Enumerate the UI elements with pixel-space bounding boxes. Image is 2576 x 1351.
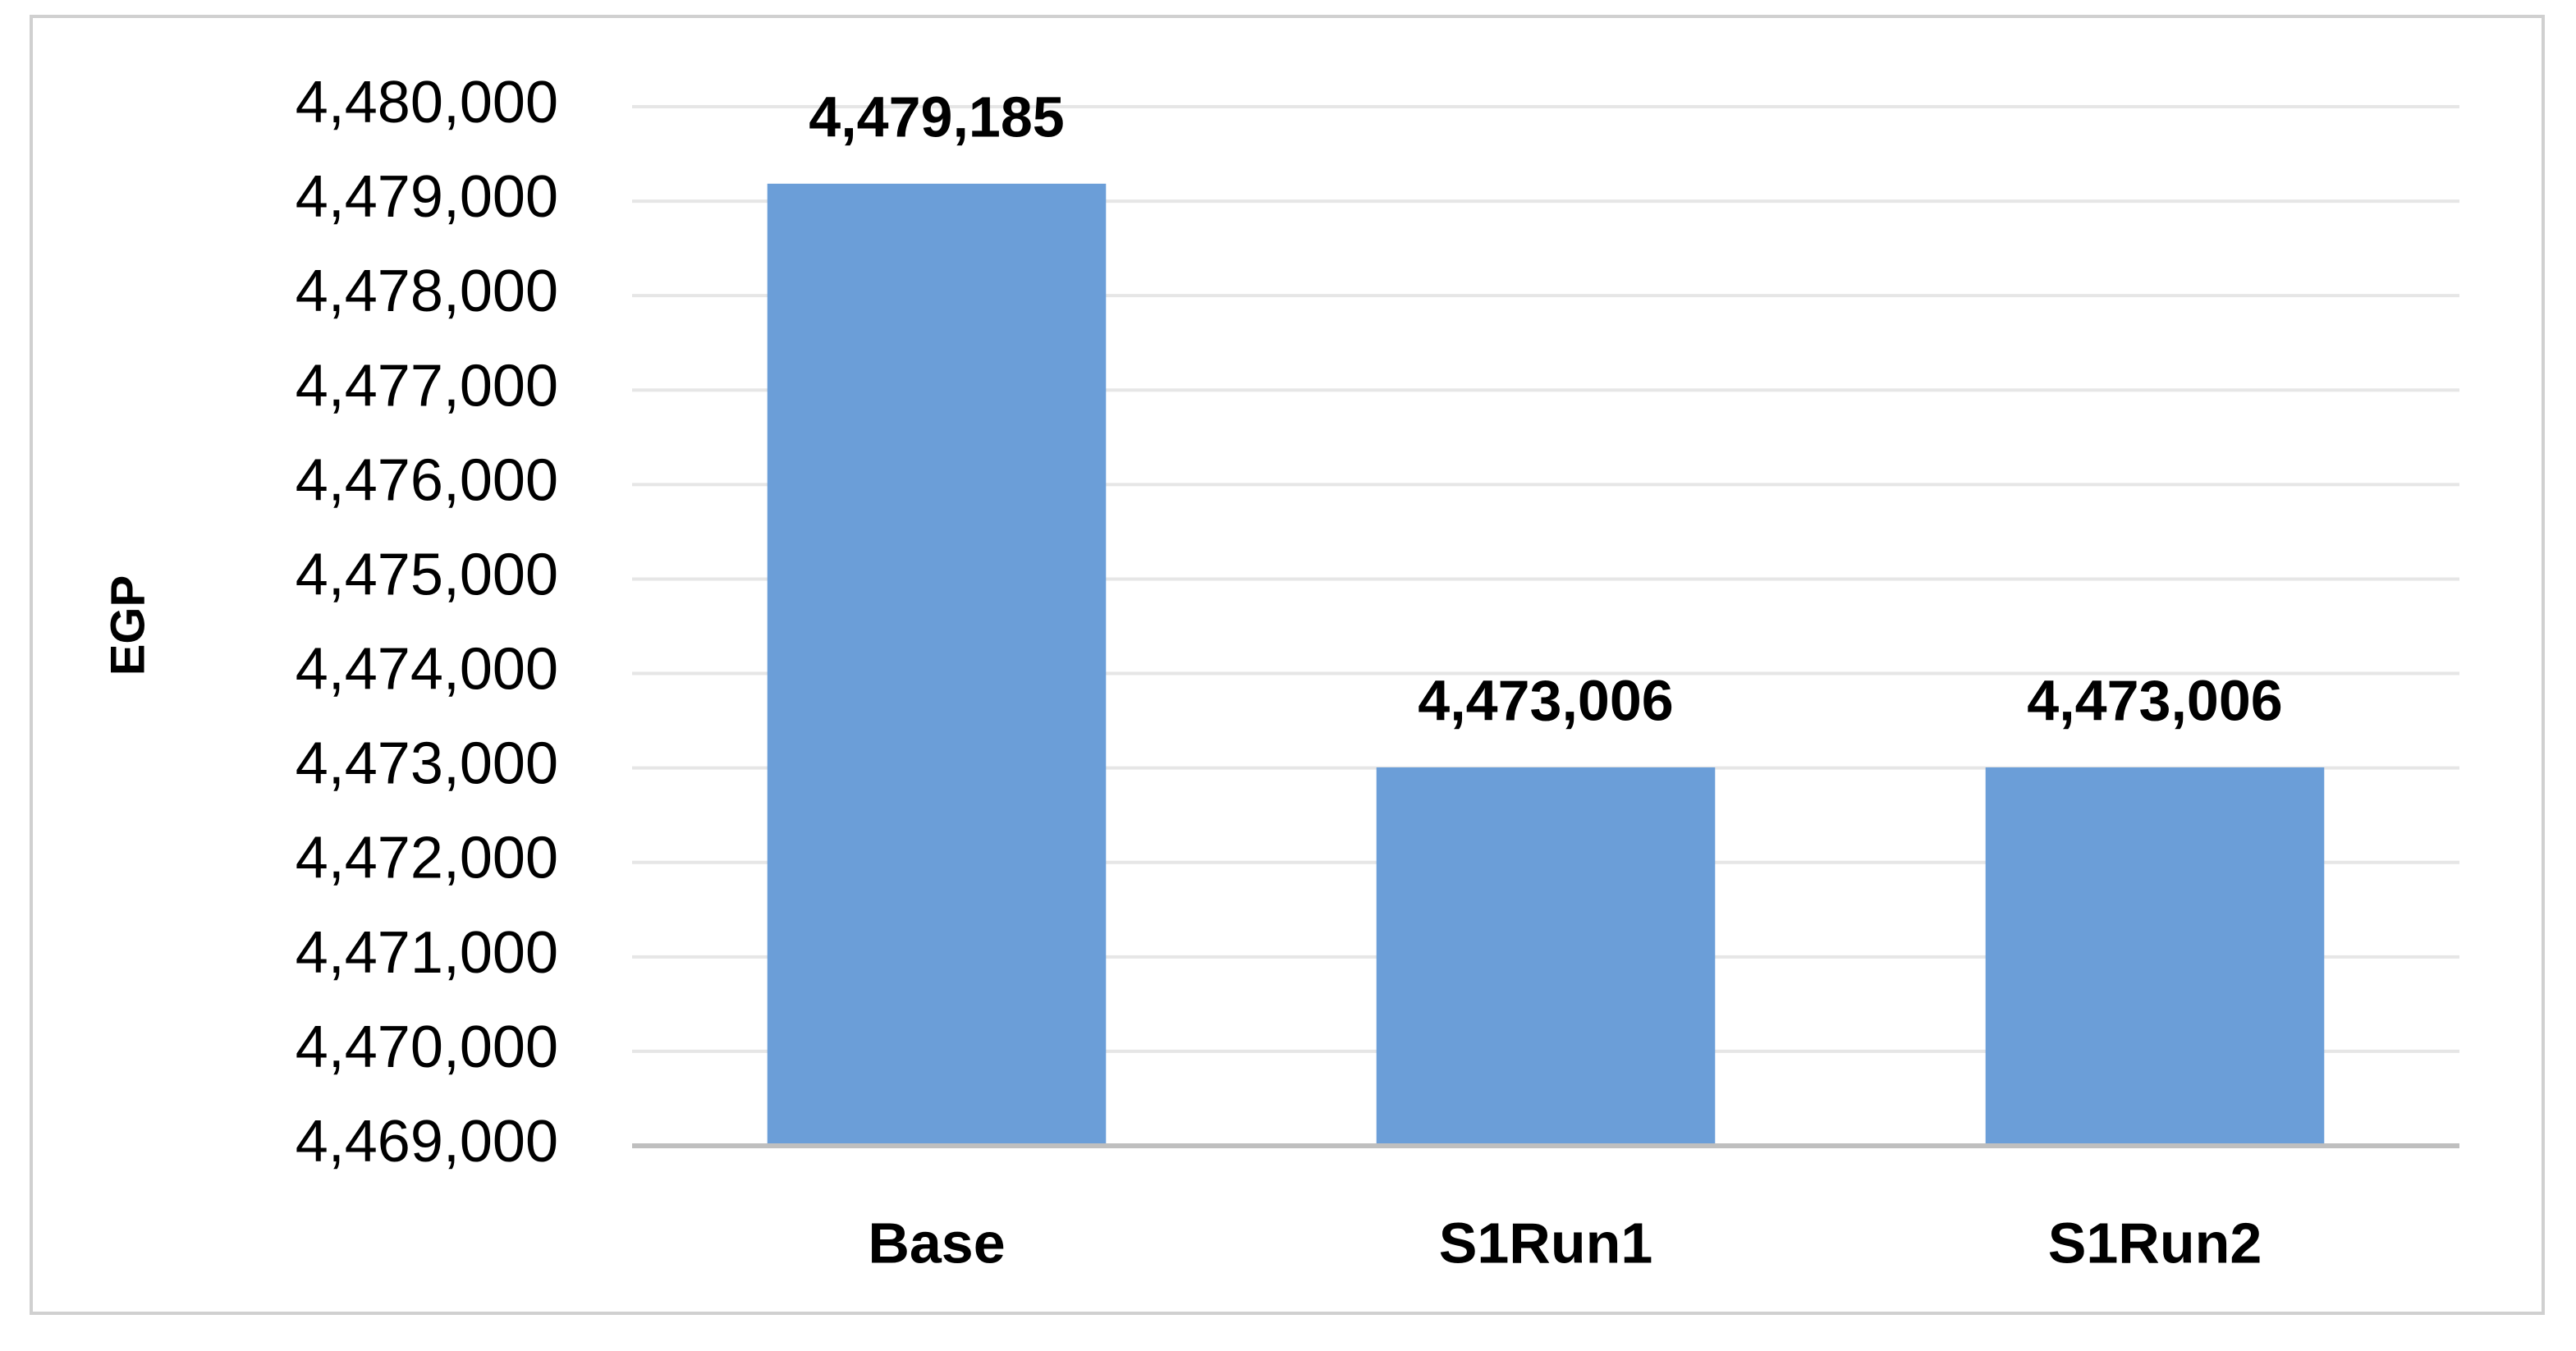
y-axis-label: EGP (101, 575, 154, 676)
bar (1376, 767, 1716, 1146)
y-tick-label: 4,477,000 (296, 353, 558, 419)
x-tick-label: S1Run1 (1439, 1211, 1653, 1275)
y-tick-label: 4,473,000 (296, 731, 558, 797)
data-label: 4,473,006 (1418, 668, 1673, 732)
x-tick-label: S1Run2 (2048, 1211, 2262, 1275)
data-label: 4,479,185 (809, 85, 1064, 149)
y-tick-label: 4,475,000 (296, 542, 558, 607)
y-tick-label: 4,478,000 (296, 259, 558, 324)
data-label: 4,473,006 (2027, 668, 2282, 732)
y-tick-label: 4,472,000 (296, 826, 558, 891)
y-tick-label: 4,470,000 (296, 1014, 558, 1080)
y-tick-label: 4,476,000 (296, 447, 558, 513)
y-tick-label: 4,474,000 (296, 637, 558, 703)
bar (767, 183, 1107, 1147)
y-tick-label: 4,480,000 (296, 70, 558, 135)
y-tick-label: 4,471,000 (296, 920, 558, 986)
y-tick-label: 4,469,000 (296, 1109, 558, 1175)
x-tick-label: Base (868, 1211, 1005, 1275)
y-tick-label: 4,479,000 (296, 164, 558, 230)
bar (1985, 767, 2325, 1146)
